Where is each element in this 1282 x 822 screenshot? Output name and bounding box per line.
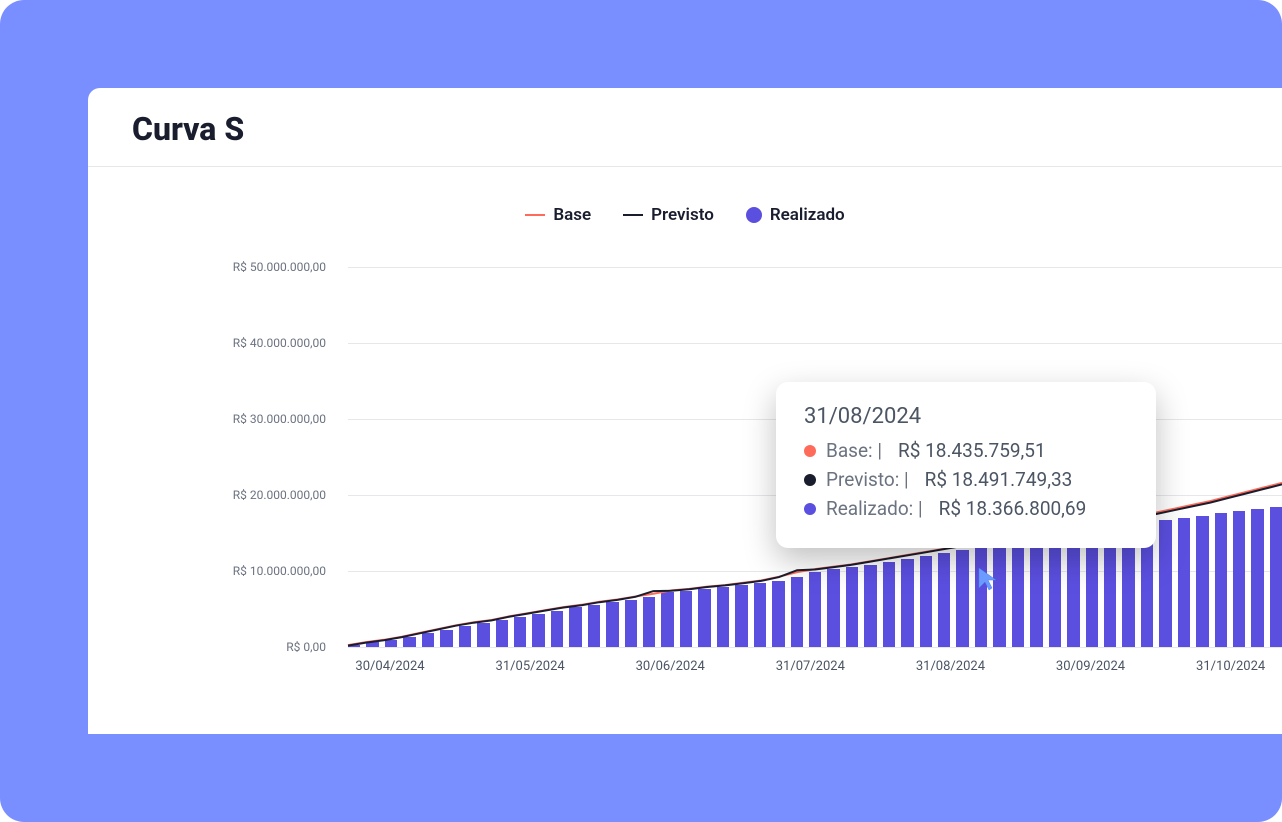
x-tick-label: 31/10/2024 bbox=[1196, 659, 1265, 674]
y-tick-label: R$ 50.000.000,00 bbox=[96, 260, 326, 274]
legend-base-label: Base bbox=[553, 205, 591, 225]
tooltip-row: Base: | R$ 18.435.759,51 bbox=[804, 439, 1128, 462]
tooltip-dot bbox=[804, 445, 816, 457]
x-axis: 30/04/2024 31/05/2024 30/06/2024 31/07/2024… bbox=[348, 647, 1282, 687]
legend-previsto-swatch bbox=[623, 214, 643, 216]
legend-realizado-label: Realizado bbox=[770, 205, 845, 225]
chart-tooltip: 31/08/2024 Base: | R$ 18.435.759,51 Previs… bbox=[776, 382, 1156, 548]
tooltip-value: R$ 18.491.749,33 bbox=[925, 468, 1073, 491]
y-axis: R$ 0,00R$ 10.000.000,00R$ 20.000.000,00R… bbox=[88, 267, 338, 647]
tooltip-label: Previsto: | bbox=[826, 468, 909, 491]
legend-base-swatch bbox=[525, 214, 545, 216]
chart-header: Curva S bbox=[88, 88, 1282, 167]
tooltip-label: Realizado: | bbox=[826, 497, 923, 520]
tooltip-row: Previsto: | R$ 18.491.749,33 bbox=[804, 468, 1128, 491]
legend-item-base[interactable]: Base bbox=[525, 205, 591, 225]
y-tick-label: R$ 40.000.000,00 bbox=[96, 336, 326, 350]
y-tick-label: R$ 10.000.000,00 bbox=[96, 564, 326, 578]
x-tick-label: 31/08/2024 bbox=[916, 659, 985, 674]
chart-legend: Base Previsto Realizado bbox=[88, 167, 1282, 237]
tooltip-dot bbox=[804, 503, 816, 515]
x-tick-label: 30/06/2024 bbox=[636, 659, 705, 674]
outer-container: Curva S Base Previsto Realizado R$ 0,00 R… bbox=[0, 0, 1282, 822]
x-tick-label: 31/07/2024 bbox=[776, 659, 845, 674]
tooltip-label: Base: | bbox=[826, 439, 882, 462]
tooltip-value: R$ 18.435.759,51 bbox=[898, 439, 1046, 462]
x-tick-label: 30/04/2024 bbox=[355, 659, 424, 674]
tooltip-dot bbox=[804, 474, 816, 486]
y-tick-label: R$ 20.000.000,00 bbox=[96, 488, 326, 502]
legend-previsto-label: Previsto bbox=[651, 205, 714, 225]
legend-realizado-swatch bbox=[746, 207, 762, 223]
y-tick-label: R$ 0,00 bbox=[96, 640, 326, 654]
legend-item-realizado[interactable]: Realizado bbox=[746, 205, 845, 225]
x-tick-label: 30/09/2024 bbox=[1056, 659, 1125, 674]
chart-title: Curva S bbox=[132, 110, 1238, 148]
y-tick-label: R$ 30.000.000,00 bbox=[96, 412, 326, 426]
tooltip-row: Realizado: | R$ 18.366.800,69 bbox=[804, 497, 1128, 520]
x-tick-label: 31/05/2024 bbox=[496, 659, 565, 674]
legend-item-previsto[interactable]: Previsto bbox=[623, 205, 714, 225]
tooltip-date: 31/08/2024 bbox=[804, 404, 1128, 429]
tooltip-value: R$ 18.366.800,69 bbox=[939, 497, 1087, 520]
cursor-icon bbox=[977, 566, 999, 592]
